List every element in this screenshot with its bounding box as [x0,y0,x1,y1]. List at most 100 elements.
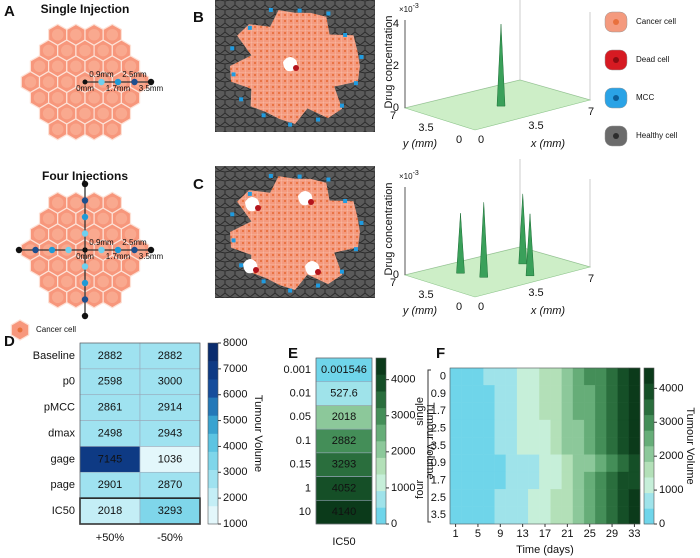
cell-inner [106,228,119,241]
y-tick-label: 0 [456,134,462,146]
heatmap-cell [550,454,562,473]
colorbar-frame [375,357,387,525]
cell-inner [79,44,91,57]
mcc-cell [247,25,252,30]
injection-dot [131,246,138,254]
row-label: 0.15 [290,459,311,471]
cell-inner [42,212,55,225]
row-label: 1 [305,482,311,494]
cell-value: 3293 [332,459,356,471]
heatmap-cell [550,419,562,438]
distance-label: 0.9mm [89,70,114,79]
colorbar-band [208,433,218,452]
heatmap-cell [461,506,473,525]
cell-value: 527.6 [330,387,358,399]
injection-dot [98,78,105,86]
cell-inner [124,228,137,241]
heatmap-cell [449,437,462,455]
heatmap-cell [550,367,562,386]
colorbar-tick-label: 3000 [223,466,247,478]
heatmap-cell [483,367,495,386]
colorbar-band [644,430,654,447]
cell-inner [51,291,64,304]
cell-inner [88,91,100,104]
mcc-cell [339,103,344,108]
heatmap-cell [539,385,551,403]
cell-value: 2861 [98,402,122,414]
cell-inner [42,44,55,57]
cell-inner [88,60,100,73]
injection-dot [48,246,56,254]
heatmap-cell [628,454,641,473]
row-label: 10 [299,506,311,518]
heatmap-cell [572,367,585,386]
cell-inner [124,91,137,104]
heatmap-cell [505,506,518,525]
heatmap-cell [461,471,473,490]
x-tick-label: 0 [478,134,484,146]
heatmap-cell [572,385,585,403]
heatmap-cell [550,489,562,507]
colorbar-label: Tumour Volume [252,395,264,472]
mcc-cell [339,269,344,274]
row-label: 1.7 [431,405,446,417]
heatmap-cell [528,367,540,386]
injection-dot [32,246,39,254]
z-scale: ×10-3 [399,3,419,14]
heatmap-cell [79,394,141,421]
cell-inner [70,91,82,104]
heatmap-cell [617,471,629,490]
heatmap-cell [461,437,473,455]
heatmap-cell [572,506,585,525]
colorbar-band [376,441,386,458]
cell-inner [124,60,137,73]
mcc-cell [239,97,244,102]
heatmap-cell [595,419,607,438]
row-label: 0.05 [290,411,311,423]
panel-label: F [436,345,445,362]
row-label: 0.9 [431,388,446,400]
colorbar-tick-label: 4000 [391,374,415,386]
cell-inner [88,259,100,272]
column-label: +50% [96,532,125,544]
heatmap-cell [606,489,618,507]
mcc-cell [359,54,364,59]
heatmap-cell [516,385,529,403]
cell-inner [61,44,73,57]
cell-inner [51,228,64,241]
dead-cell [308,199,314,205]
heatmap-cell [628,402,641,421]
cell-value: 2882 [158,350,182,362]
colorbar-band [644,383,654,400]
y-tick-label: 3.5 [418,289,433,301]
injection-dot [131,78,138,86]
colorbar-band [376,457,386,475]
heatmap-cell [528,506,540,525]
distance-label: 0mm [76,84,94,93]
row-label: page [51,479,75,491]
colorbar-tick-label: 3000 [659,416,683,428]
cell-inner [88,228,100,241]
cell-inner [115,212,128,225]
x-tick-label: 9 [497,528,503,540]
heatmap-cell [528,489,540,507]
legend-icon-nucleus [613,57,619,63]
heatmap-frame [315,357,373,525]
row-label: 0.01 [290,387,311,399]
mcc-cell [353,247,358,252]
heatmap-cell [483,385,495,403]
heatmap-cell [516,489,529,507]
cell-inner [115,44,128,57]
heatmap-cell [606,454,618,473]
colorbar-band [376,507,386,525]
row-label: Baseline [33,350,75,362]
z-tick-label: 0 [393,102,399,114]
x-axis-label: x (mm) [530,138,566,150]
injection-dot [82,79,88,85]
heatmap-cell [550,506,562,525]
heatmap-cell [628,367,641,386]
cell-inner [61,107,73,120]
heatmap-cell [505,385,518,403]
tumour-region [230,176,360,290]
heatmap-cell [628,437,641,455]
